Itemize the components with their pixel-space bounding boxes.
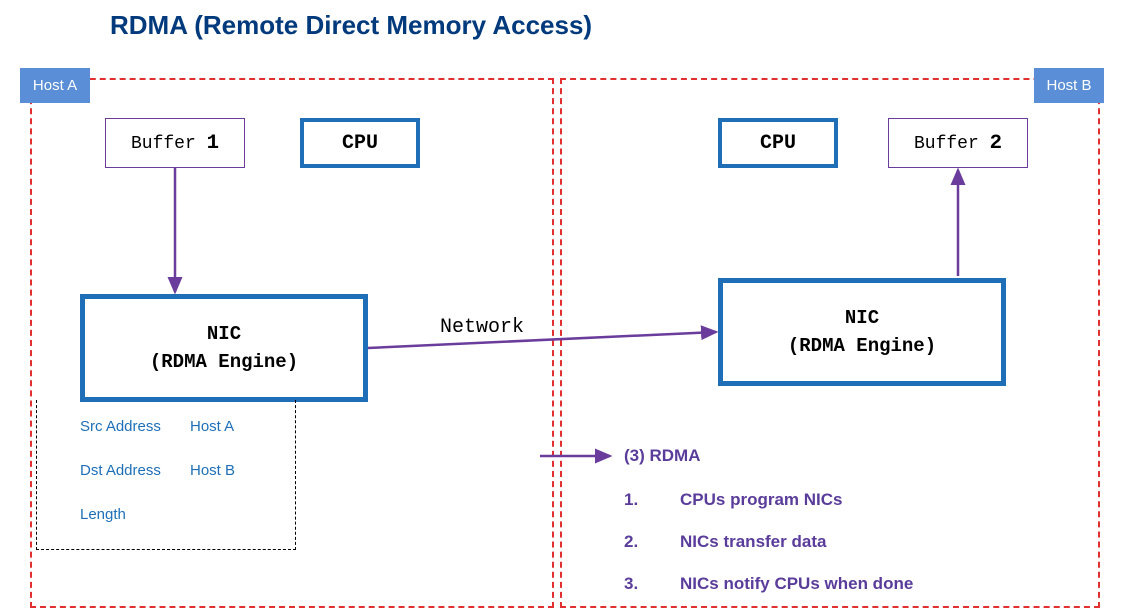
network-label: Network xyxy=(440,316,524,339)
metadata-box xyxy=(36,400,296,550)
meta-src-value: Host A xyxy=(190,418,234,435)
legend-item-2-text: NICs transfer data xyxy=(680,532,826,552)
legend-item-3-text: NICs notify CPUs when done xyxy=(680,574,913,594)
legend-item-3-num: 3. xyxy=(624,574,638,594)
legend-item-1-num: 1. xyxy=(624,490,638,510)
legend-item-2-num: 2. xyxy=(624,532,638,552)
meta-dst-value: Host B xyxy=(190,462,235,479)
legend-item-1-text: CPUs program NICs xyxy=(680,490,842,510)
arrow-nica-to-nicb xyxy=(368,332,716,348)
legend-title: (3) RDMA xyxy=(624,446,701,466)
meta-src-label: Src Address xyxy=(80,418,161,435)
meta-dst-label: Dst Address xyxy=(80,462,161,479)
meta-len-label: Length xyxy=(80,506,126,523)
